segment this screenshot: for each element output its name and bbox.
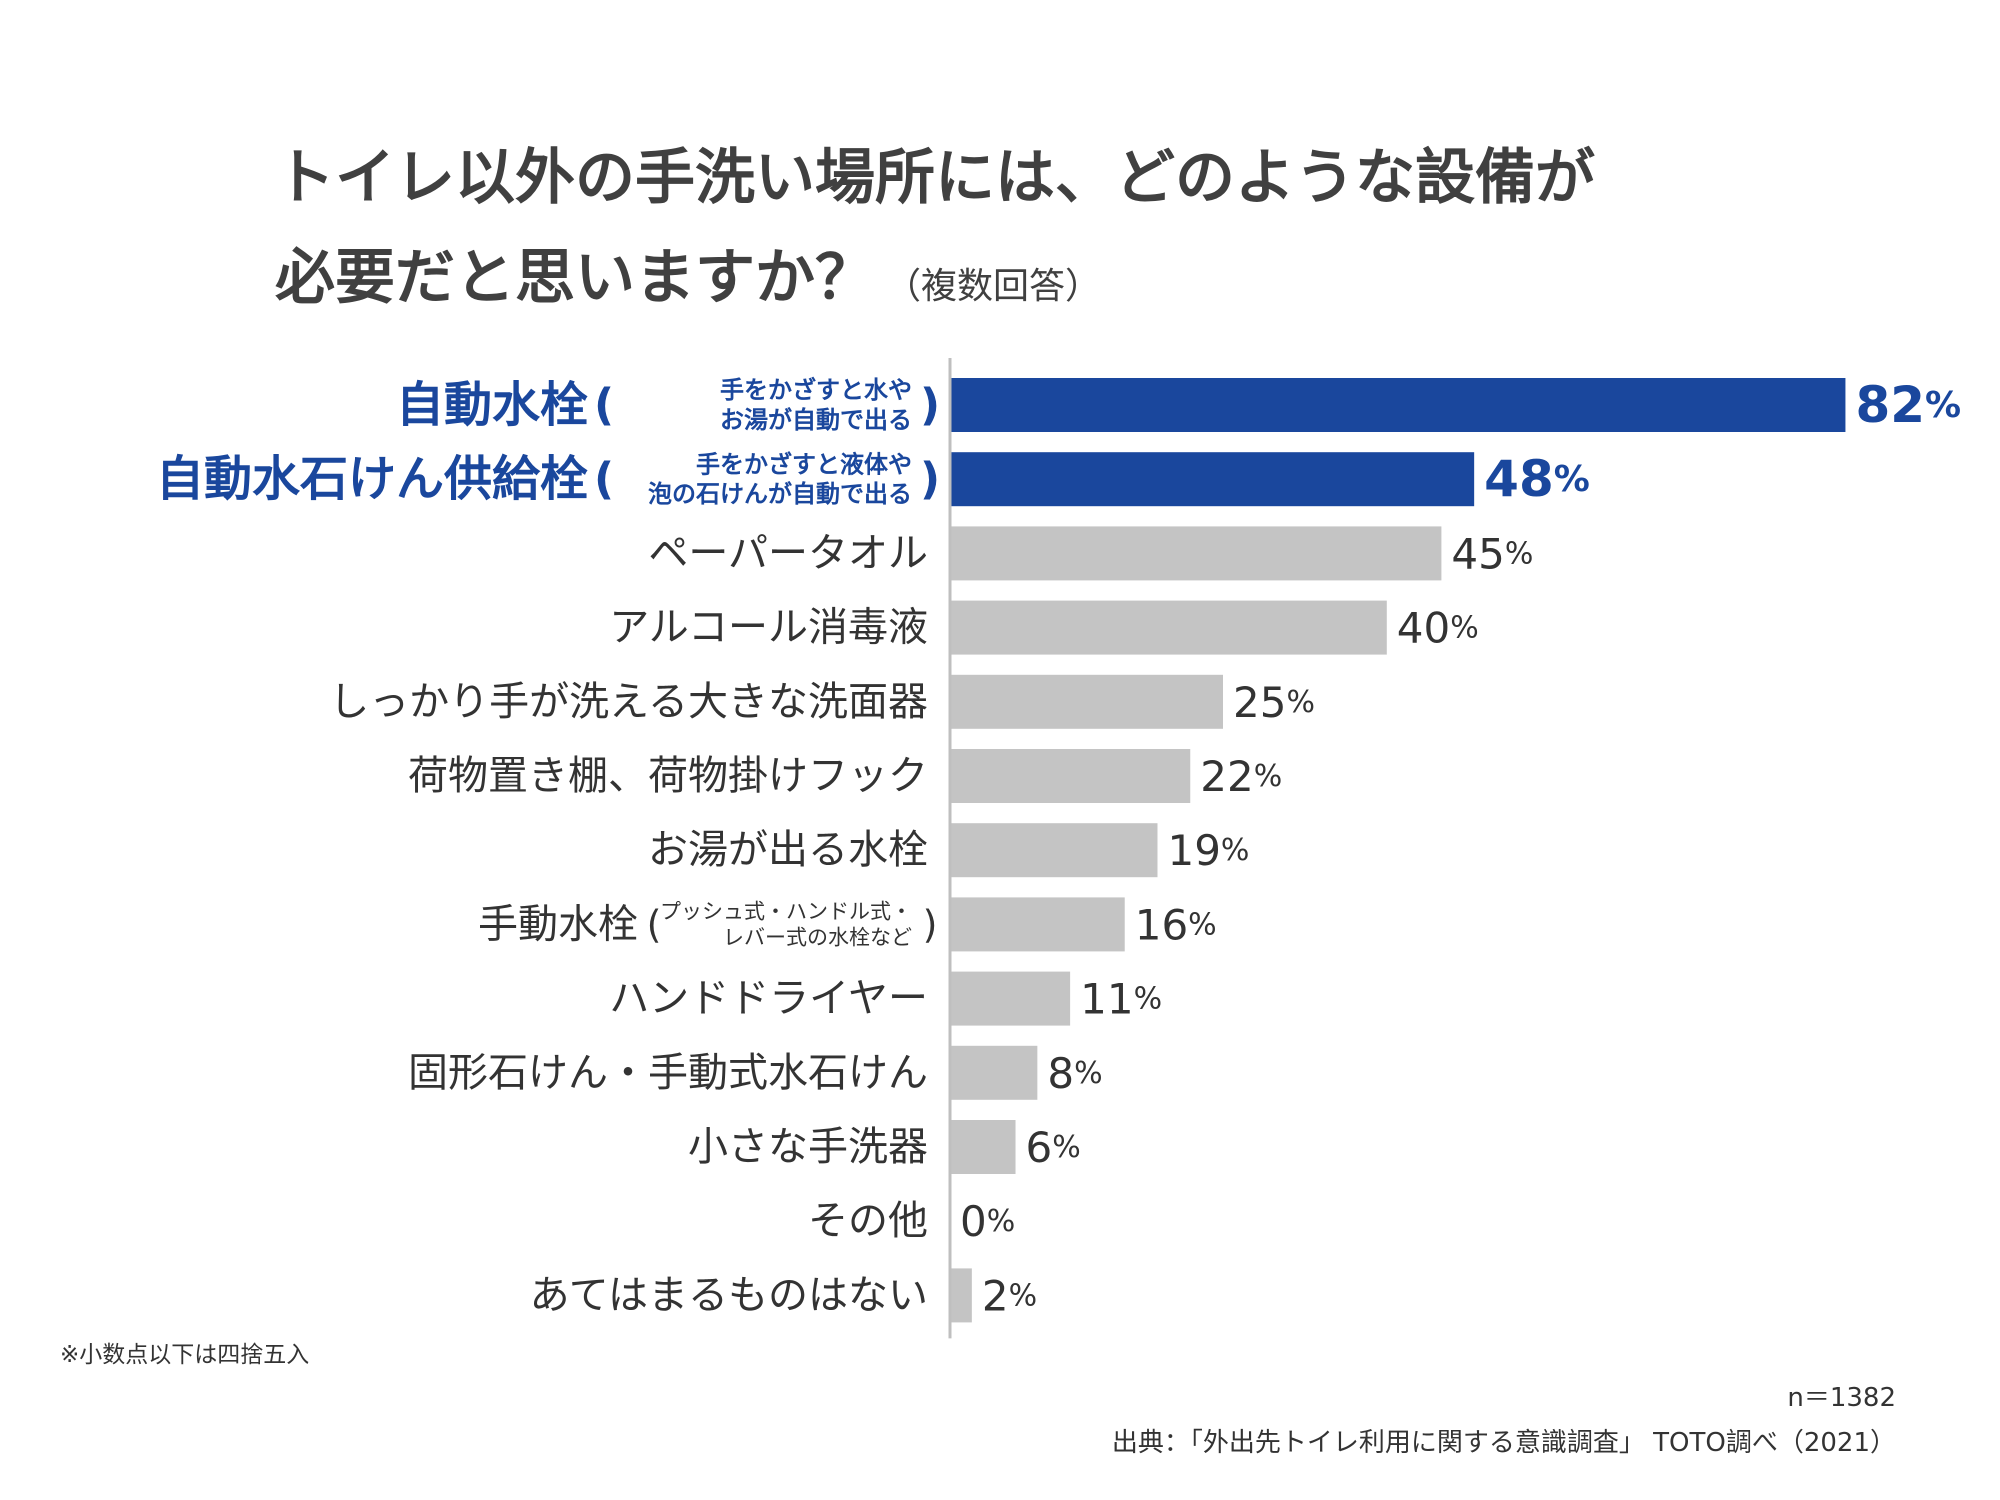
paren-open: (	[594, 454, 614, 505]
value-label: 45%	[1451, 529, 1533, 578]
chart-title-suffix: （複数回答）	[885, 266, 1102, 307]
bar	[950, 452, 1475, 507]
value-label: 48%	[1484, 450, 1590, 508]
value-label: 16%	[1135, 900, 1217, 949]
value-label: 25%	[1233, 677, 1315, 726]
category-label: その他	[808, 1198, 928, 1244]
chart-title-line2: 必要だと思いますか？ （複数回答）	[275, 238, 1101, 327]
source-note: 出典：「外出先トイレ利用に関する意識調査」 TOTO調べ（2021）	[1111, 1428, 1896, 1458]
category-label: ハンドドライヤー	[609, 976, 928, 1022]
value-label: 2%	[982, 1271, 1037, 1320]
bar	[950, 1045, 1038, 1100]
bar	[950, 897, 1125, 952]
category-label: お湯が出る水栓	[648, 827, 928, 873]
category-note: レバー式の水栓など	[723, 925, 912, 949]
bar	[950, 971, 1071, 1026]
bar	[950, 823, 1158, 878]
bar	[950, 378, 1846, 432]
category-note: プッシュ式・ハンドル式・	[660, 899, 912, 923]
category-note: 手をかざすと液体や	[696, 450, 912, 478]
rounding-note: ※小数点以下は四捨五入	[60, 1342, 310, 1368]
category-label: 手動水栓	[478, 901, 638, 947]
category-label: ペーパータオル	[648, 530, 928, 576]
value-label: 6%	[1026, 1123, 1081, 1172]
bar	[950, 526, 1442, 581]
bar	[950, 600, 1387, 655]
category-label: 自動水栓	[396, 377, 588, 433]
bar	[950, 674, 1223, 729]
bar	[950, 1120, 1016, 1174]
category-label: 荷物置き棚、荷物掛けフック	[408, 753, 928, 799]
category-label: 小さな手洗器	[688, 1124, 928, 1170]
paren-close: )	[920, 380, 940, 431]
value-label: 22%	[1200, 752, 1282, 801]
value-label: 40%	[1397, 603, 1479, 652]
bar	[950, 749, 1191, 803]
category-note: お湯が自動で出る	[720, 406, 912, 434]
value-label: 19%	[1167, 826, 1249, 875]
category-label: アルコール消毒液	[609, 605, 928, 651]
chart-title-line1: トイレ以外の手洗い場所には、どのような設備が	[275, 143, 1595, 213]
category-label: 固形石けん・手動式水石けん	[408, 1050, 928, 1096]
category-label: しっかり手が洗える大きな洗面器	[329, 679, 928, 725]
sample-size-note: n＝1382	[1787, 1383, 1896, 1413]
category-note: 手をかざすと水や	[720, 376, 912, 404]
chart-title-main: 必要だと思いますか？	[275, 243, 875, 313]
value-label: 0%	[960, 1197, 1015, 1246]
paren-open: (	[594, 380, 614, 431]
category-label: 自動水石けん供給栓	[156, 451, 588, 507]
category-label: あてはまるものはない	[530, 1272, 928, 1318]
value-label: 82%	[1855, 376, 1961, 434]
paren-close: )	[923, 902, 938, 946]
bar	[950, 1268, 972, 1323]
value-label: 11%	[1080, 974, 1162, 1023]
paren-close: )	[920, 454, 940, 505]
paren-open: (	[647, 902, 662, 946]
value-label: 8%	[1047, 1048, 1102, 1097]
category-note: 泡の石けんが自動で出る	[648, 480, 912, 508]
